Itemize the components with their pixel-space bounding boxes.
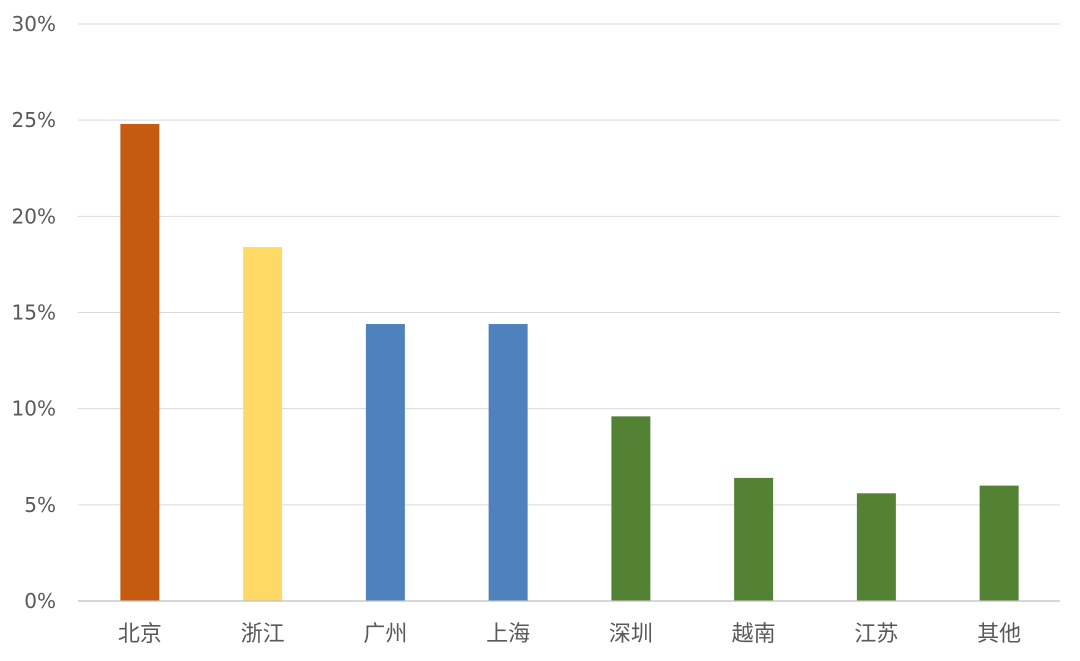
bar-2 [365, 324, 405, 601]
bar-1 [243, 247, 283, 601]
bars-layer [120, 124, 1019, 601]
x-category-label: 其他 [977, 622, 1021, 647]
x-category-label: 浙江 [241, 622, 285, 647]
y-tick-label: 25% [12, 108, 56, 132]
x-category-label: 越南 [732, 622, 776, 647]
bar-7 [979, 485, 1019, 601]
bar-3 [488, 324, 528, 601]
x-category-label: 上海 [486, 622, 530, 647]
y-tick-label: 30% [12, 12, 56, 36]
y-tick-label: 20% [12, 204, 56, 228]
y-tick-label: 15% [12, 301, 56, 325]
x-category-label: 广州 [363, 622, 407, 647]
x-axis-category-labels: 北京 浙江 广州 上海 深圳 越南 江苏 其他 [118, 622, 1021, 647]
bar-6 [856, 493, 896, 601]
y-axis-tick-labels: 0% 5% 10% 15% 20% 25% 30% [12, 12, 56, 613]
x-category-label: 深圳 [609, 622, 653, 647]
y-tick-label: 10% [12, 397, 56, 421]
bar-5 [734, 477, 774, 601]
y-tick-label: 5% [24, 493, 56, 517]
bar-4 [611, 416, 651, 601]
x-category-label: 江苏 [854, 622, 898, 647]
grid-layer [78, 23, 1060, 506]
y-tick-label: 0% [24, 589, 56, 613]
bar-0 [120, 124, 160, 601]
x-category-label: 北京 [118, 622, 162, 647]
